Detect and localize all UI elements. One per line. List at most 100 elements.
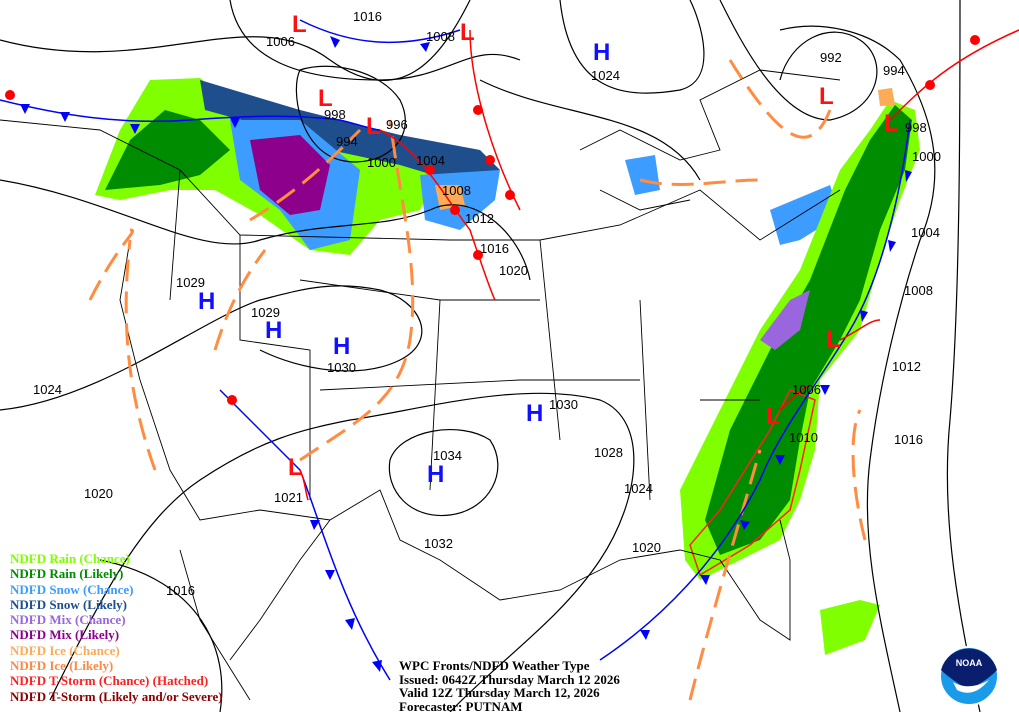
low-center: L bbox=[884, 110, 899, 137]
noaa-logo-text: NOAA bbox=[956, 658, 983, 668]
borders bbox=[0, 69, 841, 701]
legend-rain-chance: NDFD Rain (Chance) bbox=[10, 551, 130, 566]
legend-ice-likely: NDFD Ice (Likely) bbox=[10, 658, 114, 674]
isobar-label: 994 bbox=[336, 134, 358, 149]
isobar-label: 1016 bbox=[166, 583, 195, 598]
legend-mix-chance: NDFD Mix (Chance) bbox=[10, 612, 126, 628]
isobar-label: 1016 bbox=[480, 241, 509, 256]
legend-tstorm-chance: NDFD T-Storm (Chance) (Hatched) bbox=[10, 673, 209, 689]
isobar-label: 1021 bbox=[274, 490, 303, 505]
cold-front bbox=[219, 389, 391, 681]
high-center: H bbox=[593, 39, 610, 66]
warm-front bbox=[839, 319, 881, 341]
mix-likely-area bbox=[250, 135, 330, 215]
low-center: L bbox=[318, 85, 333, 112]
snow-likely-area bbox=[200, 80, 500, 180]
low-center: L bbox=[819, 83, 834, 110]
legend-ice-chance: NDFD Ice (Chance) bbox=[10, 642, 120, 658]
warm-front bbox=[379, 129, 496, 301]
warm-front bbox=[779, 384, 811, 411]
cold-front bbox=[0, 99, 381, 131]
warm-front bbox=[469, 29, 521, 211]
rain-likely-area bbox=[105, 110, 230, 190]
pressure-centers: H H H H H H L L L L L L L L L bbox=[198, 11, 899, 488]
warm-front-semicircles bbox=[5, 35, 980, 405]
high-center: H bbox=[333, 333, 350, 360]
isobar-label: 1020 bbox=[632, 540, 661, 555]
isobar-label: 1020 bbox=[84, 486, 113, 501]
isobar-label: 1012 bbox=[892, 359, 921, 374]
isobar-label: 1008 bbox=[442, 183, 471, 198]
pressure-label: 1034 bbox=[433, 448, 462, 463]
low-center: L bbox=[292, 11, 307, 38]
troughs bbox=[88, 59, 867, 701]
low-center: L bbox=[766, 403, 781, 430]
isobar-label: 1016 bbox=[353, 9, 382, 24]
pressure-label: 1030 bbox=[549, 397, 578, 412]
warm-front bbox=[299, 469, 309, 501]
high-center: H bbox=[526, 400, 543, 427]
isobar-label: 1024 bbox=[33, 382, 62, 397]
issued-time: Issued: 0642Z Thursday March 12 2026 bbox=[399, 671, 620, 687]
isobar-label: 1016 bbox=[894, 432, 923, 447]
tstorm-chance-area bbox=[689, 389, 816, 577]
isobar-label: 1028 bbox=[594, 445, 623, 460]
snow-chance-area bbox=[625, 155, 660, 195]
isobar-label: 994 bbox=[883, 63, 905, 78]
pressure-label: 1024 bbox=[591, 68, 620, 83]
isobar-label: 992 bbox=[820, 50, 842, 65]
isobar-label: 1006 bbox=[792, 382, 821, 397]
low-center: L bbox=[366, 113, 381, 140]
legend-rain-likely: NDFD Rain (Likely) bbox=[10, 566, 124, 582]
valid-time: Valid 12Z Thursday March 12, 2026 bbox=[399, 685, 600, 700]
isobar-label: 1006 bbox=[266, 34, 295, 49]
ice-chance-area bbox=[878, 88, 895, 106]
forecaster: Forecaster: PUTNAM bbox=[399, 698, 523, 712]
high-center: H bbox=[427, 461, 444, 488]
cold-front-triangles bbox=[20, 36, 912, 672]
pressure-label: 1029 bbox=[251, 305, 280, 320]
pressure-label: 1030 bbox=[327, 360, 356, 375]
high-center: H bbox=[198, 288, 215, 315]
isobar-label: 1024 bbox=[624, 481, 653, 496]
legend-tstorm-likely: NDFD T-Storm (Likely and/or Severe) bbox=[10, 688, 223, 704]
isobar-values: 1016 1006 1008 992 994 998 996 994 1000 … bbox=[33, 9, 941, 598]
isobar-label: 1000 bbox=[367, 155, 396, 170]
precip-areas bbox=[95, 78, 920, 655]
isobar-label: 1004 bbox=[911, 225, 940, 240]
high-center: H bbox=[265, 317, 282, 344]
pressure-label: 1029 bbox=[176, 275, 205, 290]
isobar-label: 1010 bbox=[789, 430, 818, 445]
rain-likely-area bbox=[705, 105, 912, 555]
isobar-label: 998 bbox=[324, 107, 346, 122]
map-title-block: WPC Fronts/NDFD Weather Type Issued: 064… bbox=[399, 659, 620, 712]
low-center: L bbox=[288, 454, 303, 481]
warm-front bbox=[889, 29, 1019, 121]
high-pressure-values: 1024 1029 1029 1030 1030 1034 bbox=[176, 68, 620, 463]
legend-snow-chance: NDFD Snow (Chance) bbox=[10, 581, 134, 597]
isobar-label: 998 bbox=[905, 120, 927, 135]
legend-mix-likely: NDFD Mix (Likely) bbox=[10, 627, 120, 643]
map-title: WPC Fronts/NDFD Weather Type bbox=[399, 658, 590, 673]
snow-chance-area bbox=[770, 185, 840, 245]
mix-chance-area bbox=[760, 290, 810, 350]
fronts bbox=[0, 19, 1019, 681]
isobar-label: 1032 bbox=[424, 536, 453, 551]
isobar-label: 1000 bbox=[912, 149, 941, 164]
isobar-label: 1020 bbox=[499, 263, 528, 278]
isobar-label: 1012 bbox=[465, 211, 494, 226]
cold-front bbox=[299, 19, 461, 44]
isobar-label: 1008 bbox=[426, 29, 455, 44]
legend: NDFD Rain (Chance) NDFD Rain (Likely) ND… bbox=[10, 551, 223, 704]
cold-front bbox=[599, 119, 911, 661]
legend-snow-likely: NDFD Snow (Likely) bbox=[10, 596, 128, 612]
rain-chance-area bbox=[820, 600, 880, 655]
noaa-logo: NOAA bbox=[939, 646, 999, 706]
low-center: L bbox=[826, 326, 841, 353]
isobar-label: 1004 bbox=[416, 153, 445, 168]
isobar-label: 996 bbox=[386, 117, 408, 132]
isobar-label: 1008 bbox=[904, 283, 933, 298]
low-center: L bbox=[460, 19, 475, 46]
